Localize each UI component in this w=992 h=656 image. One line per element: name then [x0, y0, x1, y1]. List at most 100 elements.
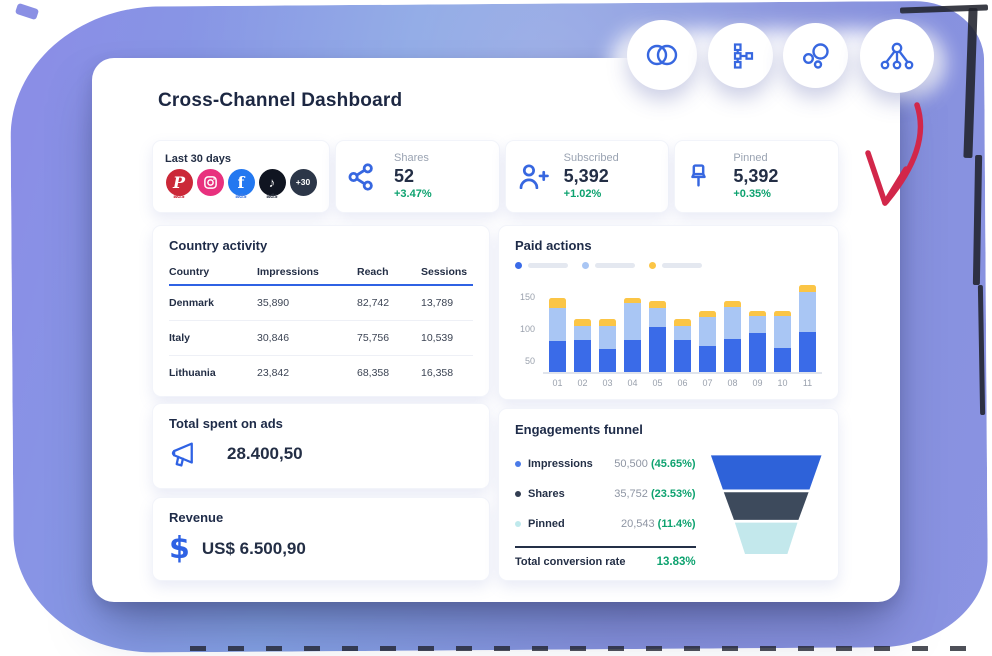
- toolbar-button-org-chart[interactable]: [708, 23, 773, 88]
- y-axis-tick: 100: [519, 324, 535, 335]
- funnel-segment: [723, 492, 809, 520]
- table-body: Denmark 35,890 82,742 13,789 Italy 30,846 75,7…: [169, 286, 473, 390]
- funnel-dot: [515, 461, 521, 467]
- legend-item: [582, 262, 635, 269]
- column-header: Reach: [357, 266, 389, 278]
- table-cell: 23,842: [257, 367, 290, 379]
- main-grid: Country activity Country Impressions Reach…: [152, 225, 839, 581]
- funnel-dot: [515, 521, 521, 527]
- subscribed-stat-card: Subscribed 5,392 +1.02%: [504, 140, 670, 213]
- stat-delta: +1.02%: [563, 187, 602, 200]
- ink-dashes: [190, 646, 985, 651]
- facebook-icon: f ads: [227, 168, 255, 201]
- funnel-divider: [515, 546, 696, 548]
- pinned-stat-card: Pinned 5,392 +0.35%: [674, 140, 840, 213]
- x-axis-label: 07: [702, 378, 713, 388]
- stat-value: 5,392: [563, 166, 609, 187]
- more-icon: +30: [289, 168, 317, 201]
- toolbar-button-venn[interactable]: [627, 20, 697, 90]
- country-activity-title: Country activity: [169, 238, 268, 253]
- table-header: Country Impressions Reach Sessions: [169, 262, 473, 286]
- bubbles-icon: [802, 42, 829, 69]
- funnel-total-row: Total conversion rate 13.83%: [515, 548, 696, 576]
- funnel-value: 50,500 (45.65%): [614, 458, 696, 470]
- chart-legend: [515, 262, 822, 269]
- funnel-rows: Impressions 50,500 (45.65%) Shares 35,752 (…: [515, 449, 696, 539]
- venn-circles-icon: [646, 44, 678, 66]
- instagram-icon: [196, 168, 224, 201]
- user-plus-icon: [518, 164, 564, 189]
- stat-delta: +3.47%: [394, 187, 432, 200]
- bar-segment: [574, 318, 591, 326]
- stacked-bar: [774, 310, 791, 372]
- funnel-value: 20,543 (11.4%): [620, 518, 696, 530]
- bar-segment: [549, 341, 566, 372]
- bar-segment: [774, 310, 791, 317]
- toolbar-button-network[interactable]: [860, 19, 934, 93]
- funnel-title: Engagements funnel: [515, 422, 643, 437]
- red-arrow: [865, 102, 924, 206]
- page-title: Cross-Channel Dashboard: [158, 90, 403, 111]
- column-header: Impressions: [257, 266, 319, 278]
- brush-speck: [14, 2, 40, 21]
- stacked-bar: [799, 285, 816, 372]
- table-row: Italy 30,846 75,756 10,539: [169, 321, 473, 356]
- bar-segment: [799, 285, 816, 292]
- stacked-bar: [699, 310, 716, 372]
- table-cell: 35,890: [257, 297, 290, 309]
- funnel-segment: [710, 455, 822, 490]
- table-cell: 10,539: [421, 332, 454, 344]
- shares-stat-card: Shares 52 +3.47%: [335, 140, 500, 213]
- country-activity-table: Country Impressions Reach Sessions Denmark 3…: [169, 262, 473, 390]
- table-cell: Italy: [169, 332, 191, 344]
- funnel-chart: [710, 455, 822, 554]
- total-spent-value: 28.400,50: [227, 444, 303, 463]
- stat-label: Pinned: [733, 151, 768, 164]
- bar-segment: [599, 318, 616, 326]
- share-icon: [348, 162, 394, 191]
- x-axis-label: 05: [652, 378, 663, 388]
- x-axis-label: 08: [727, 378, 738, 388]
- bar-segment: [799, 332, 816, 372]
- funnel-segment: [734, 522, 798, 554]
- revenue-card: Revenue $ US$ 6.500,90: [152, 497, 490, 581]
- bar-segment: [574, 325, 591, 340]
- engagements-funnel-card: Engagements funnel Impressions 50,500 (45…: [498, 408, 839, 581]
- paid-actions-card: Paid actions 50 100 150 01 02 03 04 05 06 07 08 09…: [498, 225, 839, 400]
- total-spent-card: Total spent on ads 28.400,50: [152, 403, 490, 489]
- megaphone-icon: [169, 440, 215, 468]
- stacked-bar: [624, 298, 641, 372]
- bar-segment: [724, 300, 741, 308]
- x-axis-label: 02: [577, 378, 588, 388]
- toolbar-button-bubbles[interactable]: [783, 23, 848, 88]
- stacked-bar: [649, 301, 666, 372]
- paid-actions-title: Paid actions: [515, 238, 592, 253]
- x-axis-label: 11: [802, 378, 813, 388]
- bar-segment: [674, 318, 691, 326]
- tiktok-icon: ♪ ads: [258, 168, 286, 201]
- table-cell: 16,358: [421, 367, 454, 379]
- pin-icon: [687, 162, 733, 191]
- y-axis-tick: 50: [524, 356, 535, 367]
- network-tree-icon: [880, 42, 914, 70]
- stacked-bar: [574, 318, 591, 372]
- funnel-value: 35,752 (23.53%): [614, 488, 696, 500]
- funnel-dot: [515, 491, 521, 497]
- dollar-icon: $: [169, 531, 190, 566]
- table-row: Denmark 35,890 82,742 13,789: [169, 286, 473, 321]
- bar-segment: [599, 349, 616, 372]
- table-cell: 75,756: [357, 332, 390, 344]
- stacked-bar: [749, 310, 766, 372]
- bar-segment: [549, 298, 566, 308]
- stacked-bar: [549, 298, 566, 372]
- bar-segment: [724, 338, 741, 372]
- stacked-bar: [599, 318, 616, 372]
- column-header: Country: [169, 266, 210, 278]
- x-axis-label: 10: [777, 378, 788, 388]
- stat-label: Shares: [394, 151, 429, 164]
